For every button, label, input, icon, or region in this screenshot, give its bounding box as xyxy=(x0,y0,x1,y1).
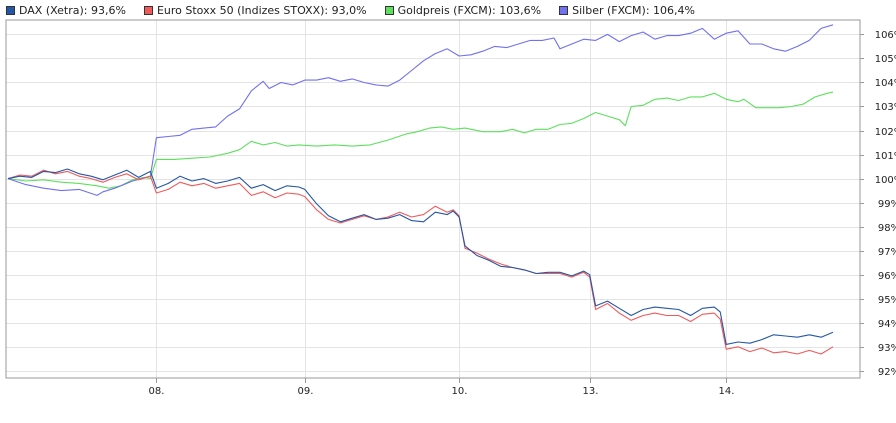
legend-item: Euro Stoxx 50 (Indizes STOXX): 93,0% xyxy=(143,3,367,17)
legend-swatch xyxy=(384,5,394,15)
y-tick-label: 96% xyxy=(878,271,896,282)
legend: DAX (Xetra): 93,6% Euro Stoxx 50 (Indizes… xyxy=(6,3,713,17)
y-tick-label: 94% xyxy=(878,319,896,330)
y-tick-label: 104% xyxy=(875,78,896,89)
series-line-0 xyxy=(7,168,834,345)
legend-swatch xyxy=(6,5,15,15)
y-tick-label: 101% xyxy=(875,151,896,162)
x-axis: 08. 09. 10. 13. 14. xyxy=(149,378,735,397)
y-tick-label: 93% xyxy=(878,343,896,354)
y-tick-label: 92% xyxy=(878,367,896,378)
legend-item: Silber (FXCM): 106,4% xyxy=(559,4,695,17)
x-tick-label: 14. xyxy=(719,386,735,397)
y-tick-label: 99% xyxy=(878,199,896,210)
series-lines xyxy=(7,24,834,355)
legend-item: DAX (Xetra): 93,6% xyxy=(6,4,126,17)
y-tick-label: 106% xyxy=(875,30,896,41)
x-tick-label: 13. xyxy=(583,386,599,397)
plot-background xyxy=(6,20,860,378)
grid-lines xyxy=(6,20,860,378)
legend-label: Goldpreis (FXCM): 103,6% xyxy=(397,3,542,17)
x-tick-label: 09. xyxy=(298,386,314,397)
y-tick-label: 97% xyxy=(878,247,896,258)
y-axis: 92% 93% 94% 95% 96% 97% 98% 99% 100% 101% 102% 103%… xyxy=(860,30,896,378)
series-line-1 xyxy=(7,169,834,355)
y-tick-label: 95% xyxy=(878,295,896,306)
x-tick-label: 10. xyxy=(452,386,468,397)
y-tick-label: 100% xyxy=(875,175,896,186)
series-line-2 xyxy=(7,91,834,189)
y-tick-label: 102% xyxy=(875,127,896,138)
legend-item: Goldpreis (FXCM): 103,6% xyxy=(384,3,542,17)
legend-label: DAX (Xetra): 93,6% xyxy=(19,3,126,17)
legend-swatch xyxy=(559,5,569,15)
y-tick-label: 105% xyxy=(875,54,896,65)
legend-label: Euro Stoxx 50 (Indizes STOXX): 93,0% xyxy=(156,3,367,17)
y-tick-label: 98% xyxy=(878,223,896,234)
y-tick-label: 103% xyxy=(875,102,896,113)
legend-label: Silber (FXCM): 106,4% xyxy=(572,3,695,17)
legend-swatch xyxy=(143,5,153,15)
series-line-3 xyxy=(7,24,834,196)
plot-frame xyxy=(5,19,861,379)
x-tick-label: 08. xyxy=(149,386,165,397)
